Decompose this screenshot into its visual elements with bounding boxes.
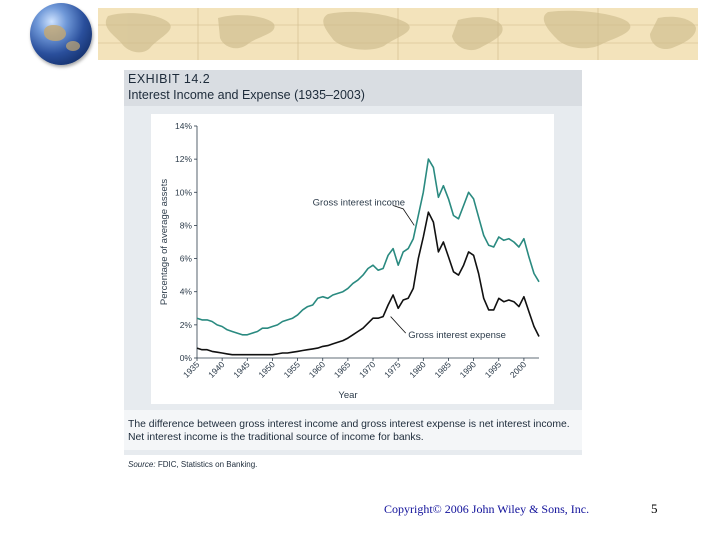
page-number: 5 [651, 501, 658, 516]
caption-text: The difference between gross interest in… [128, 419, 570, 443]
annotation-income: Gross interest income [313, 198, 405, 209]
globe-logo [30, 3, 92, 65]
exhibit-number: EXHIBIT 14.2 [128, 72, 211, 86]
exhibit-header: EXHIBIT 14.2 Interest Income and Expense… [124, 70, 582, 106]
y-tick-label: 8% [180, 220, 193, 230]
annotation-expense: Gross interest expense [408, 330, 506, 341]
y-tick-label: 6% [180, 254, 193, 264]
y-tick-label: 4% [180, 287, 193, 297]
caption-box: The difference between gross interest in… [124, 410, 582, 450]
y-tick-label: 0% [180, 353, 193, 363]
y-tick-label: 2% [180, 320, 193, 330]
decorative-map-band [98, 8, 698, 60]
x-tick-label: 2000 [508, 359, 529, 380]
plot-panel: 0% 2% 4% 6% 8% 10% 12% 14% 1935 1940 1945 1950 1955 1… [151, 114, 554, 404]
line-chart: 0%2%4%6%8%10%12%14%1935 1940 1945 1950 1955 1… [159, 121, 540, 401]
exhibit-title: Interest Income and Expense (1935–2003) [128, 88, 365, 102]
x-tick-label: 1940 [206, 359, 227, 380]
source-text: FDIC, Statistics on Banking. [157, 460, 258, 469]
y-axis-label: Percentage of average assets [159, 179, 170, 305]
x-tick-label: 1975 [382, 359, 403, 380]
x-axis-label: Year [338, 390, 357, 401]
x-tick-label: 1980 [407, 359, 428, 380]
x-tick-label: 1945 [231, 359, 252, 380]
expense-series-line [196, 211, 540, 356]
y-tick-label: 14% [175, 121, 192, 131]
annotation-income-leader [393, 205, 415, 226]
copyright-text: Copyright© 2006 John Wiley & Sons, Inc. [384, 502, 590, 516]
x-tick-label: 1950 [256, 359, 277, 380]
y-tick-label: 12% [175, 154, 192, 164]
x-tick-label: 1990 [458, 359, 479, 380]
source-note: Source: FDIC, Statistics on Banking. [128, 460, 257, 469]
exhibit-panel: EXHIBIT 14.2 Interest Income and Expense… [124, 70, 582, 455]
x-tick-label: 1985 [432, 359, 453, 380]
source-label: Source: [128, 460, 156, 469]
y-tick-label: 10% [175, 187, 192, 197]
x-tick-label: 1955 [282, 359, 303, 380]
world-map-pattern [98, 8, 698, 60]
annotation-expense-leader [390, 316, 407, 334]
income-series-line [196, 158, 540, 336]
x-tick-label: 1970 [357, 359, 378, 380]
x-tick-label: 1965 [332, 359, 353, 380]
x-tick-label: 1960 [307, 359, 328, 380]
x-tick-label: 1995 [483, 359, 504, 380]
